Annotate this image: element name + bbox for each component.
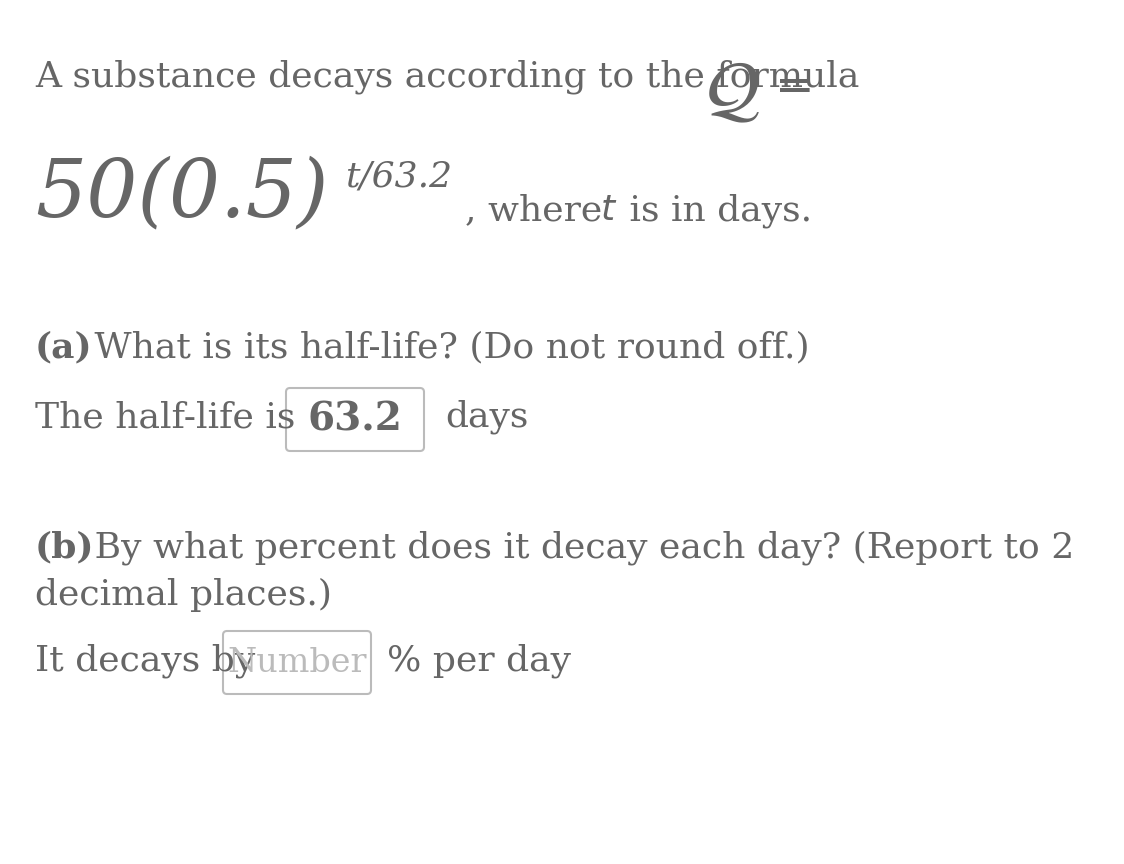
Text: % per day: % per day [387, 643, 571, 677]
Text: What is its half-life? (Do not round off.): What is its half-life? (Do not round off… [83, 330, 809, 364]
Text: t/63.2: t/63.2 [345, 160, 452, 194]
Text: , where: , where [465, 193, 614, 227]
Text: A substance decays according to the formula: A substance decays according to the form… [35, 60, 871, 94]
Text: 50(0.5): 50(0.5) [35, 155, 328, 232]
Text: Number: Number [227, 646, 366, 678]
Text: =: = [776, 65, 815, 111]
FancyBboxPatch shape [285, 388, 424, 451]
Text: decimal places.): decimal places.) [35, 578, 332, 612]
Text: The half-life is: The half-life is [35, 400, 296, 434]
Text: (b): (b) [35, 530, 94, 564]
Text: It decays by: It decays by [35, 643, 255, 677]
Text: $\mathcal{Q}$: $\mathcal{Q}$ [705, 56, 760, 129]
Text: is in days.: is in days. [618, 193, 813, 227]
Text: By what percent does it decay each day? (Report to 2: By what percent does it decay each day? … [83, 530, 1075, 564]
Text: 63.2: 63.2 [308, 401, 402, 439]
Text: days: days [445, 400, 528, 435]
Text: $\mathit{t}$: $\mathit{t}$ [600, 193, 617, 227]
FancyBboxPatch shape [223, 631, 371, 694]
Text: (a): (a) [35, 330, 93, 364]
